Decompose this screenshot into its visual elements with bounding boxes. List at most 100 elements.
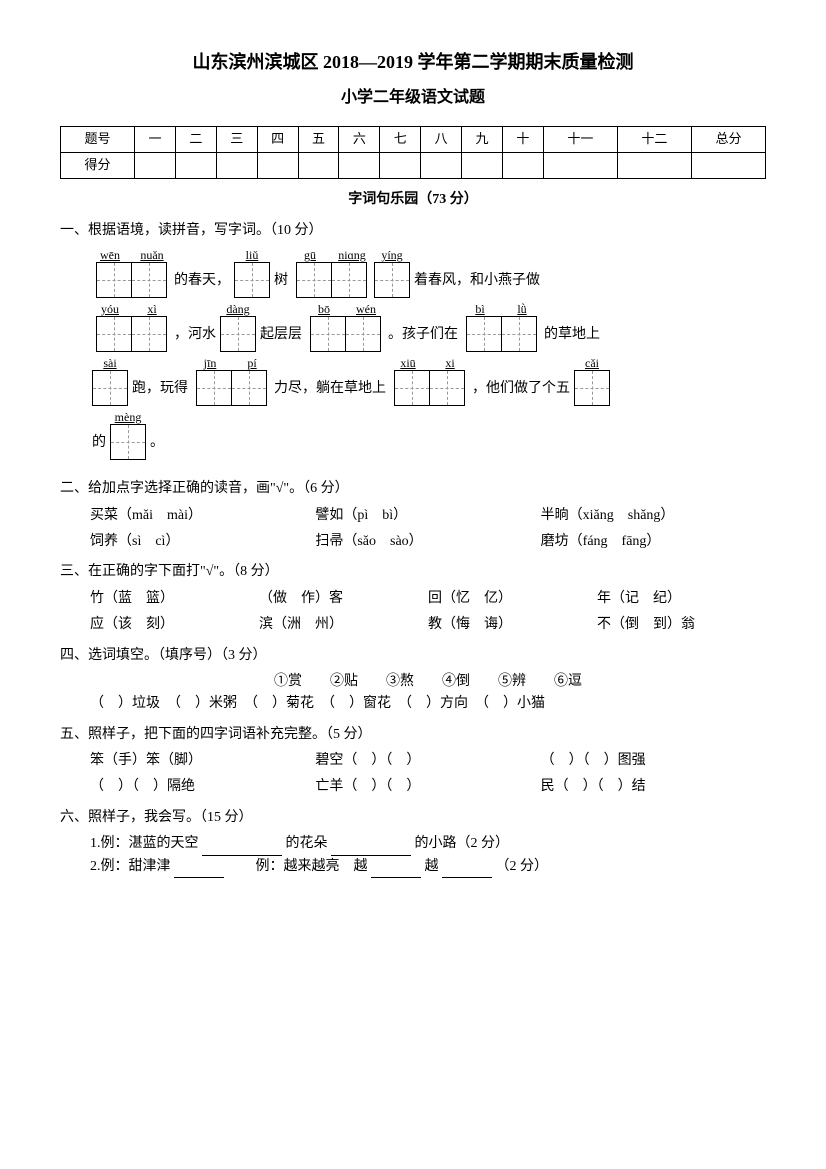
cell[interactable]	[543, 153, 617, 179]
item: 亡羊（ ）（ ）	[315, 776, 540, 798]
text: 跑，玩得	[130, 378, 190, 406]
blank[interactable]	[442, 862, 492, 878]
item: （ ）（ ）隔绝	[90, 776, 315, 798]
item: 磨坊（fáng fāng）	[541, 531, 766, 553]
page-subtitle: 小学二年级语文试题	[60, 85, 766, 111]
pinyin-box[interactable]: dàng	[220, 300, 256, 352]
q4-items: （ ）垃圾 （ ）米粥 （ ）菊花 （ ）窗花 （ ）方向 （ ）小猫	[90, 693, 766, 715]
item: 饲养（sì cì）	[90, 531, 315, 553]
text: 。	[148, 432, 166, 460]
blank[interactable]	[331, 840, 411, 856]
text: 。孩子们在	[386, 324, 460, 352]
q1-line3: sài 跑，玩得 jīnpí 力尽，躺在草地上 xiūxi ，他们做了个五 cǎ…	[90, 354, 766, 406]
text: 树	[272, 270, 290, 298]
cell: 得分	[61, 153, 135, 179]
item: 年（记 纪）	[597, 588, 766, 610]
item: 譬如（pì bì）	[315, 505, 540, 527]
cell[interactable]	[617, 153, 691, 179]
q6-line2: 2.例：甜津津 例：越来越亮 越 越 （2 分）	[90, 856, 766, 878]
q2-row2: 饲养（sì cì） 扫帚（sǎo sào） 磨坊（fáng fāng）	[90, 531, 766, 553]
pinyin-box[interactable]: wēnnuǎn	[92, 246, 170, 298]
score-table: 题号 一 二 三 四 五 六 七 八 九 十 十一 十二 总分 得分	[60, 126, 766, 179]
cell[interactable]	[462, 153, 503, 179]
q3-heading: 三、在正确的字下面打"√"。（8 分）	[60, 561, 766, 583]
cell[interactable]	[175, 153, 216, 179]
pinyin-box[interactable]: yíng	[374, 246, 410, 298]
pinyin-box[interactable]: jīnpí	[192, 354, 270, 406]
q6-line1: 1.例：湛蓝的天空 的花朵 的小路（2 分）	[90, 833, 766, 855]
q4-heading: 四、选词填空。（填序号）（3 分）	[60, 645, 766, 667]
cell[interactable]	[216, 153, 257, 179]
pinyin-box[interactable]: bōwén	[306, 300, 384, 352]
item: 不（倒 到）翁	[597, 614, 766, 636]
q2-heading: 二、给加点字选择正确的读音，画"√"。（6 分）	[60, 478, 766, 500]
cell[interactable]	[691, 153, 765, 179]
item: （ ）（ ）图强	[541, 750, 766, 772]
item: 买菜（mǎi mài）	[90, 505, 315, 527]
cell[interactable]	[421, 153, 462, 179]
item: 碧空（ ）（ ）	[315, 750, 540, 772]
blank[interactable]	[174, 862, 224, 878]
cell: 一	[135, 127, 176, 153]
cell[interactable]	[339, 153, 380, 179]
pinyin-box[interactable]: yóuxì	[92, 300, 170, 352]
item: 教（悔 诲）	[428, 614, 597, 636]
pinyin-box[interactable]: mèng	[110, 408, 146, 460]
cell: 四	[257, 127, 298, 153]
cell: 二	[175, 127, 216, 153]
cell: 三	[216, 127, 257, 153]
text: 起层层	[258, 324, 304, 352]
q4-choices: ①赏 ②贴 ③熬 ④倒 ⑤辨 ⑥逗	[90, 671, 766, 693]
cell[interactable]	[502, 153, 543, 179]
item: 回（忆 亿）	[428, 588, 597, 610]
cell[interactable]	[135, 153, 176, 179]
cell: 题号	[61, 127, 135, 153]
text: ，河水	[172, 324, 218, 352]
q3-row2: 应（该 刻） 滨（洲 州） 教（悔 诲） 不（倒 到）翁	[90, 614, 766, 636]
q5-row1: 笨（手）笨（脚） 碧空（ ）（ ） （ ）（ ）图强	[90, 750, 766, 772]
item: 民（ ）（ ）结	[541, 776, 766, 798]
section-title: 字词句乐园（73 分）	[60, 189, 766, 211]
item: 滨（洲 州）	[259, 614, 428, 636]
q3-row1: 竹（蓝 篮） （做 作）客 回（忆 亿） 年（记 纪）	[90, 588, 766, 610]
cell: 总分	[691, 127, 765, 153]
blank[interactable]	[371, 862, 421, 878]
cell: 十二	[617, 127, 691, 153]
text: 的春天，	[172, 270, 232, 298]
cell: 十一	[543, 127, 617, 153]
cell: 七	[380, 127, 421, 153]
item: 竹（蓝 篮）	[90, 588, 259, 610]
q2-row1: 买菜（mǎi mài） 譬如（pì bì） 半晌（xiǎng shǎng）	[90, 505, 766, 527]
text: 着春风，和小燕子做	[412, 270, 542, 298]
table-row: 得分	[61, 153, 766, 179]
page-title: 山东滨州滨城区 2018—2019 学年第二学期期末质量检测	[60, 48, 766, 77]
pinyin-box[interactable]: bìlǜ	[462, 300, 540, 352]
cell: 六	[339, 127, 380, 153]
pinyin-box[interactable]: cǎi	[574, 354, 610, 406]
cell[interactable]	[380, 153, 421, 179]
q5-row2: （ ）（ ）隔绝 亡羊（ ）（ ） 民（ ）（ ）结	[90, 776, 766, 798]
text: 力尽，躺在草地上	[272, 378, 388, 406]
item: （做 作）客	[259, 588, 428, 610]
q1-line4: 的 mèng 。	[90, 408, 766, 460]
q6-heading: 六、照样子，我会写。（15 分）	[60, 807, 766, 829]
text: 的草地上	[542, 324, 602, 352]
text: ，他们做了个五	[470, 378, 572, 406]
cell[interactable]	[257, 153, 298, 179]
cell: 八	[421, 127, 462, 153]
q1-line2: yóuxì ，河水 dàng 起层层 bōwén 。孩子们在 bìlǜ 的草地上	[90, 300, 766, 352]
table-row: 题号 一 二 三 四 五 六 七 八 九 十 十一 十二 总分	[61, 127, 766, 153]
q1-line1: wēnnuǎn 的春天， liǔ 树 gūniɑng yíng 着春风，和小燕子…	[90, 246, 766, 298]
pinyin-box[interactable]: sài	[92, 354, 128, 406]
pinyin-box[interactable]: xiūxi	[390, 354, 468, 406]
item: 笨（手）笨（脚）	[90, 750, 315, 772]
cell: 九	[462, 127, 503, 153]
item: 应（该 刻）	[90, 614, 259, 636]
blank[interactable]	[202, 840, 282, 856]
item: 扫帚（sǎo sào）	[315, 531, 540, 553]
pinyin-box[interactable]: liǔ	[234, 246, 270, 298]
cell: 五	[298, 127, 339, 153]
cell[interactable]	[298, 153, 339, 179]
item: 半晌（xiǎng shǎng）	[541, 505, 766, 527]
pinyin-box[interactable]: gūniɑng	[292, 246, 370, 298]
